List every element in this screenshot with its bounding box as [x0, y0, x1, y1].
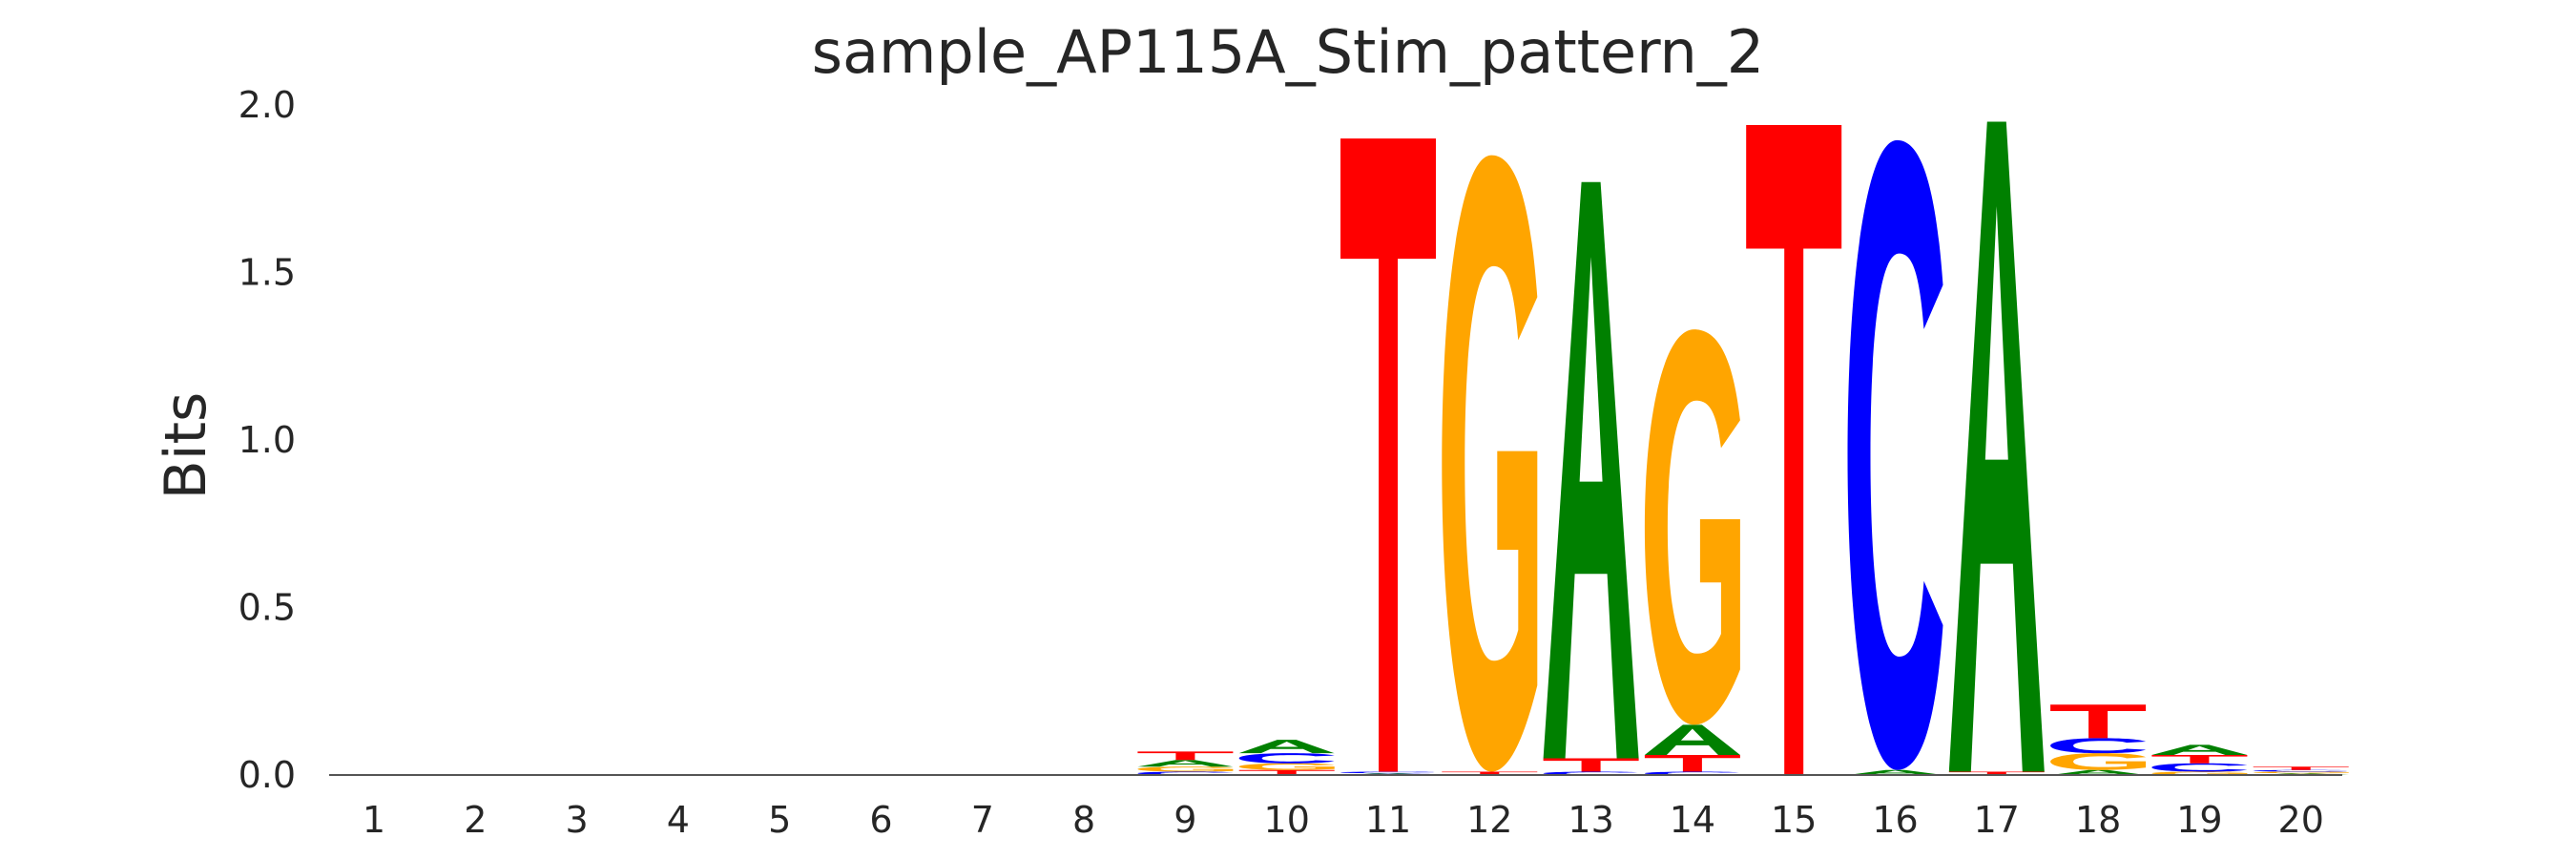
x-tick-label: 20	[2278, 799, 2324, 841]
logo-column-13	[1543, 181, 1639, 775]
letter-A-pos-18	[2050, 769, 2147, 775]
letter-A-pos-17	[1948, 121, 2045, 772]
logo-column-19	[2151, 744, 2248, 775]
letter-C-pos-19	[2151, 763, 2248, 772]
x-tick-label: 18	[2075, 799, 2121, 841]
x-tick-label: 19	[2176, 799, 2222, 841]
x-tick-label: 10	[1264, 799, 1310, 841]
x-tick-label: 12	[1466, 799, 1512, 841]
letter-T-pos-18	[2050, 704, 2147, 739]
x-tick-label: 16	[1872, 799, 1918, 841]
x-tick-label: 13	[1568, 799, 1613, 841]
letter-C-pos-20	[2253, 769, 2349, 772]
x-tick-label: 3	[566, 799, 589, 841]
letter-T-pos-12	[1442, 771, 1538, 775]
letter-T-pos-19	[2151, 754, 2248, 764]
letter-T-pos-15	[1746, 125, 1842, 775]
logo-column-16	[1847, 139, 1943, 775]
letter-C-pos-10	[1238, 753, 1335, 764]
letter-A-pos-14	[1644, 724, 1740, 755]
letter-T-pos-9	[1137, 751, 1234, 761]
logo-column-18	[2050, 704, 2147, 775]
logo-column-20	[2253, 766, 2349, 775]
logo-column-10	[1238, 740, 1335, 775]
y-tick-label: 0.0	[239, 754, 296, 796]
x-tick-label: 15	[1771, 799, 1817, 841]
letter-A-pos-16	[1847, 769, 1943, 775]
letter-G-pos-12	[1442, 155, 1538, 772]
logo-columns	[1137, 121, 2349, 775]
letter-T-pos-11	[1340, 138, 1436, 772]
letter-G-pos-10	[1238, 763, 1335, 770]
letter-G-pos-14	[1644, 329, 1740, 725]
y-tick-label: 0.5	[239, 587, 296, 629]
y-axis: 0.0 0.5 1.0 1.5 2.0	[239, 84, 296, 796]
letter-C-pos-11	[1340, 771, 1436, 774]
x-tick-label: 6	[869, 799, 892, 841]
letter-T-pos-10	[1238, 769, 1335, 775]
x-tick-label: 14	[1670, 799, 1715, 841]
x-tick-label: 2	[464, 799, 487, 841]
y-tick-label: 1.0	[239, 419, 296, 461]
letter-G-pos-20	[2253, 771, 2349, 774]
x-tick-label: 1	[363, 799, 385, 841]
x-tick-label: 8	[1072, 799, 1095, 841]
letter-A-pos-13	[1543, 181, 1639, 759]
y-tick-label: 1.5	[239, 252, 296, 294]
logo-column-12	[1442, 155, 1538, 775]
letter-A-pos-9	[1137, 760, 1234, 767]
logo-column-11	[1340, 138, 1436, 775]
letter-T-pos-13	[1543, 758, 1639, 772]
letter-C-pos-18	[2050, 738, 2147, 754]
letter-G-pos-18	[2050, 753, 2147, 770]
letter-C-pos-16	[1847, 139, 1943, 770]
logo-column-9	[1137, 751, 1234, 775]
logo-column-17	[1948, 121, 2045, 775]
logo-column-15	[1746, 125, 1842, 775]
x-tick-label: 7	[971, 799, 994, 841]
letter-T-pos-14	[1644, 754, 1740, 772]
x-axis: 1 2 3 4 5 6 7 8 9 10 11 12 13 14 15 16 17 18 19 20	[363, 799, 2324, 841]
letter-T-pos-17	[1948, 771, 2045, 775]
y-tick-label: 2.0	[239, 84, 296, 126]
letter-G-pos-9	[1137, 766, 1234, 772]
letter-T-pos-20	[2253, 766, 2349, 770]
chart-title: sample_AP115A_Stim_pattern_2	[811, 17, 1765, 87]
x-tick-label: 4	[667, 799, 690, 841]
y-axis-label: Bits	[153, 392, 219, 500]
letter-A-pos-10	[1238, 740, 1335, 754]
x-tick-label: 11	[1365, 799, 1411, 841]
x-tick-label: 17	[1974, 799, 2020, 841]
logo-column-14	[1644, 329, 1740, 775]
letter-A-pos-19	[2151, 744, 2248, 755]
x-tick-label: 5	[768, 799, 791, 841]
x-tick-label: 9	[1174, 799, 1196, 841]
